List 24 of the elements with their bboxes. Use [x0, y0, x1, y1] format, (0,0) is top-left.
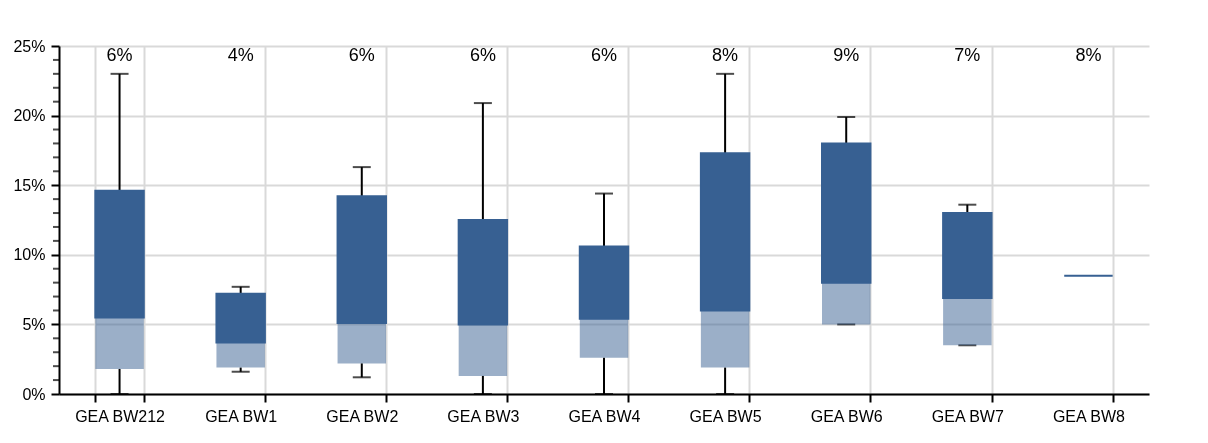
annotation: 6%: [469, 45, 496, 65]
x-tick-label: GEA BW2: [326, 407, 399, 425]
annotation: 6%: [590, 45, 618, 65]
annotation: 6%: [348, 45, 375, 65]
y-tick-label: 25%: [13, 37, 46, 55]
annotation: 6%: [106, 45, 133, 65]
y-tick-label: 10%: [13, 246, 46, 264]
annotation: 7%: [954, 45, 981, 65]
x-tick-label: GEA BW3: [447, 407, 520, 425]
annotation: 4%: [227, 45, 254, 65]
x-tick-label: GEA BW8: [1052, 407, 1126, 425]
annotation: 8%: [1075, 45, 1102, 65]
x-tick-label: GEA BW6: [810, 407, 883, 425]
x-tick-label: GEA BW7: [931, 407, 1004, 425]
x-tick-label: GEA BW5: [689, 407, 762, 425]
x-tick-label: GEA BW212: [75, 407, 166, 425]
x-tick-label: GEA BW1: [205, 407, 278, 425]
x-tick-label: GEA BW4: [568, 407, 641, 425]
annotation: 9%: [833, 45, 860, 65]
y-tick-label: 15%: [13, 176, 46, 194]
annotation: 8%: [712, 45, 739, 65]
y-tick-label: 20%: [13, 107, 46, 125]
y-tick-label: 0%: [22, 385, 46, 403]
y-tick-label: 5%: [22, 315, 46, 333]
